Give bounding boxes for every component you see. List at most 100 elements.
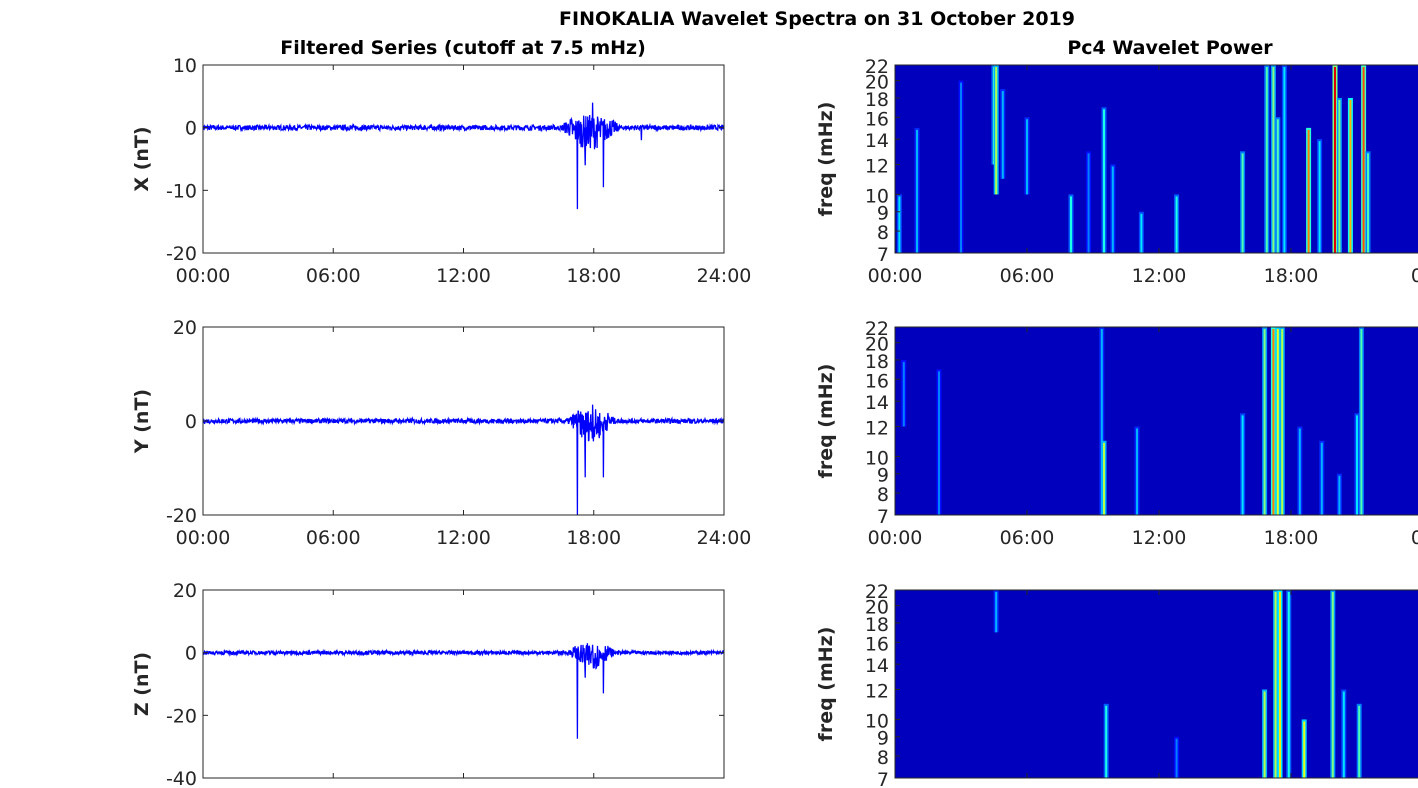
heatmap-background	[895, 590, 1418, 778]
power-streak	[1338, 99, 1341, 253]
power-streak	[1241, 415, 1244, 515]
power-streak	[1358, 705, 1361, 778]
power-streak	[1274, 592, 1277, 778]
power-streak	[1136, 428, 1138, 515]
x-tick-label: 00:00	[176, 265, 231, 287]
X-series-panel: 00:00 06:00 12:00 18:00 24:00 10 0 -10 -20 X (nT)	[131, 55, 751, 287]
x-tick-label: 06:00	[306, 265, 361, 287]
x-tick-label: 00	[1411, 527, 1418, 549]
y-tick-label: 0	[185, 118, 197, 140]
power-streak	[1307, 129, 1310, 253]
y-tick-label: -20	[166, 505, 197, 527]
power-streak	[1342, 691, 1345, 778]
y-tick-label: 0	[185, 643, 197, 665]
power-streak	[1272, 67, 1275, 253]
x-tick-label: 12:00	[1132, 265, 1187, 287]
power-streak	[1103, 442, 1105, 515]
power-streak	[1272, 329, 1275, 515]
x-tick-label: 24:00	[697, 265, 752, 287]
power-streak	[1298, 428, 1301, 515]
power-streak	[1105, 705, 1108, 778]
power-streak	[1318, 141, 1321, 253]
power-streak	[1070, 196, 1072, 253]
y-tick-label: -10	[166, 180, 197, 202]
power-streak	[898, 196, 901, 253]
heatmap-background	[895, 327, 1418, 515]
x-tick-label: 06:00	[1000, 527, 1055, 549]
x-tick-label: 00:00	[868, 527, 923, 549]
y-axis-label: Z (nT)	[131, 652, 153, 716]
x-tick-label: 18:00	[566, 265, 621, 287]
power-streak	[995, 67, 998, 195]
y-tick-label: 14	[865, 130, 889, 152]
Z-series-line	[203, 643, 724, 739]
y-tick-label: 22	[865, 581, 889, 603]
plot-background	[203, 65, 724, 253]
X-wavelet-power-plot-area	[895, 65, 1418, 253]
x-tick-label: 00:00	[176, 527, 231, 549]
y-tick-label: -40	[166, 768, 197, 788]
y-tick-label: 18	[865, 614, 889, 636]
y-tick-label: 18	[865, 351, 889, 373]
y-tick-label: 12	[865, 156, 889, 178]
power-streak	[1360, 329, 1363, 515]
y-tick-label: 7	[877, 769, 889, 788]
y-tick-label: 20	[173, 317, 197, 339]
y-axis-label: freq (mHz)	[815, 627, 837, 742]
X-series-plot-area	[203, 65, 724, 253]
y-tick-label: 16	[865, 633, 889, 655]
y-tick-label: 20	[865, 597, 889, 619]
y-tick-label: 20	[865, 72, 889, 94]
heatmap-background	[895, 65, 1418, 253]
Y-series-line	[203, 404, 724, 515]
y-tick-label: 22	[865, 318, 889, 340]
power-streak	[1001, 91, 1004, 179]
y-tick-label: 9	[877, 465, 889, 487]
power-streak	[995, 592, 998, 633]
y-tick-label: 8	[877, 222, 889, 244]
power-streak	[1331, 592, 1334, 778]
y-axis-label: X (nT)	[131, 126, 153, 191]
power-streak	[1281, 329, 1284, 515]
y-axis-label: freq (mHz)	[815, 102, 837, 217]
power-streak	[1087, 153, 1090, 253]
y-tick-label: -20	[166, 243, 197, 265]
Y-series-panel: 00:00 06:00 12:00 18:00 24:00 20 0 -20 Y (nT)	[131, 317, 751, 549]
power-streak	[1175, 738, 1178, 778]
y-tick-label: 0	[185, 411, 197, 433]
Y-series-plot-area	[203, 327, 724, 515]
x-tick-label: 18:00	[1264, 527, 1319, 549]
x-tick-label: 06:00	[1000, 265, 1055, 287]
power-streak	[1103, 109, 1105, 253]
y-tick-label: 7	[877, 244, 889, 266]
Z-series-plot-area	[203, 590, 724, 778]
power-streak	[1140, 213, 1143, 253]
x-tick-label: 24:00	[697, 527, 752, 549]
y-tick-label: 10	[865, 710, 889, 732]
y-tick-label: 18	[865, 89, 889, 111]
power-streak	[1026, 119, 1028, 195]
left-column-title: Filtered Series (cutoff at 7.5 mHz)	[280, 37, 646, 59]
power-streak	[916, 129, 918, 253]
y-tick-label: 10	[865, 185, 889, 207]
x-tick-label: 18:00	[1264, 265, 1319, 287]
y-tick-label: 9	[877, 728, 889, 750]
y-tick-label: 14	[865, 392, 889, 414]
power-streak	[1303, 721, 1306, 778]
y-axis-label: freq (mHz)	[815, 364, 837, 479]
right-column-title: Pc4 Wavelet Power	[1067, 37, 1273, 59]
power-streak	[1338, 475, 1341, 515]
power-streak	[1241, 153, 1244, 253]
Z-wavelet-power-plot-area	[895, 590, 1418, 778]
y-tick-label: 7	[877, 506, 889, 528]
power-streak	[1320, 442, 1323, 515]
power-streak	[1276, 329, 1279, 515]
x-tick-label: 06:00	[306, 527, 361, 549]
X-series-line	[203, 102, 724, 210]
power-streak	[1276, 119, 1279, 253]
plot-background	[203, 590, 724, 778]
